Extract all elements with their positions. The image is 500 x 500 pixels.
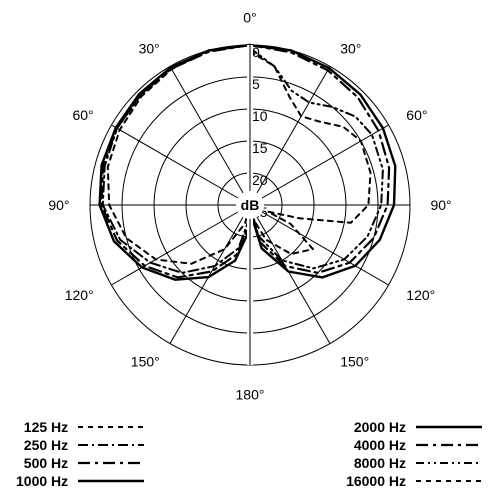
legend-label: 125 Hz bbox=[12, 418, 72, 436]
legend-right: 2000 Hz4000 Hz8000 Hz16000 Hz bbox=[342, 418, 488, 490]
legend-label: 500 Hz bbox=[12, 454, 72, 472]
svg-text:30°: 30° bbox=[340, 41, 361, 57]
svg-text:120°: 120° bbox=[65, 287, 94, 303]
legend-swatch bbox=[72, 454, 150, 472]
svg-text:60°: 60° bbox=[406, 107, 427, 123]
svg-text:90°: 90° bbox=[430, 197, 451, 213]
legend-item-500hz: 500 Hz bbox=[12, 454, 150, 472]
legend-item-1000hz: 1000 Hz bbox=[12, 472, 150, 490]
legend-label: 8000 Hz bbox=[342, 454, 410, 472]
legend-left: 125 Hz250 Hz500 Hz1000 Hz bbox=[12, 418, 150, 490]
legend-swatch bbox=[72, 436, 150, 454]
legend-swatch bbox=[72, 472, 150, 490]
legend-label: 4000 Hz bbox=[342, 436, 410, 454]
svg-text:150°: 150° bbox=[131, 353, 160, 369]
legend-label: 250 Hz bbox=[12, 436, 72, 454]
series-8000hz bbox=[250, 48, 383, 268]
svg-text:5: 5 bbox=[252, 76, 260, 92]
legend-item-2000hz: 2000 Hz bbox=[342, 418, 488, 436]
legend-label: 16000 Hz bbox=[342, 472, 410, 490]
legend-item-4000hz: 4000 Hz bbox=[342, 436, 488, 454]
svg-text:30°: 30° bbox=[139, 41, 160, 57]
svg-text:120°: 120° bbox=[406, 287, 435, 303]
svg-text:0°: 0° bbox=[243, 10, 256, 26]
legend-item-125hz: 125 Hz bbox=[12, 418, 150, 436]
svg-text:dB: dB bbox=[241, 197, 260, 213]
legend-swatch bbox=[410, 418, 488, 436]
legend-swatch bbox=[72, 418, 150, 436]
legend-swatch bbox=[410, 436, 488, 454]
legend-item-16000hz: 16000 Hz bbox=[342, 472, 488, 490]
legend-label: 2000 Hz bbox=[342, 418, 410, 436]
svg-text:10: 10 bbox=[252, 108, 268, 124]
legend-item-250hz: 250 Hz bbox=[12, 436, 150, 454]
legend-swatch bbox=[410, 472, 488, 490]
series-125hz bbox=[108, 45, 250, 264]
legend-label: 1000 Hz bbox=[12, 472, 72, 490]
svg-text:20: 20 bbox=[252, 172, 268, 188]
svg-text:90°: 90° bbox=[48, 197, 69, 213]
svg-text:180°: 180° bbox=[236, 386, 265, 402]
svg-text:60°: 60° bbox=[73, 107, 94, 123]
legend-swatch bbox=[410, 454, 488, 472]
svg-text:15: 15 bbox=[252, 140, 268, 156]
legend-item-8000hz: 8000 Hz bbox=[342, 454, 488, 472]
polar-chart: 0° 30° 30° 60° 60° 90° 90° 120° 120° 150° 150° 180°… bbox=[0, 0, 500, 500]
svg-text:150°: 150° bbox=[340, 353, 369, 369]
